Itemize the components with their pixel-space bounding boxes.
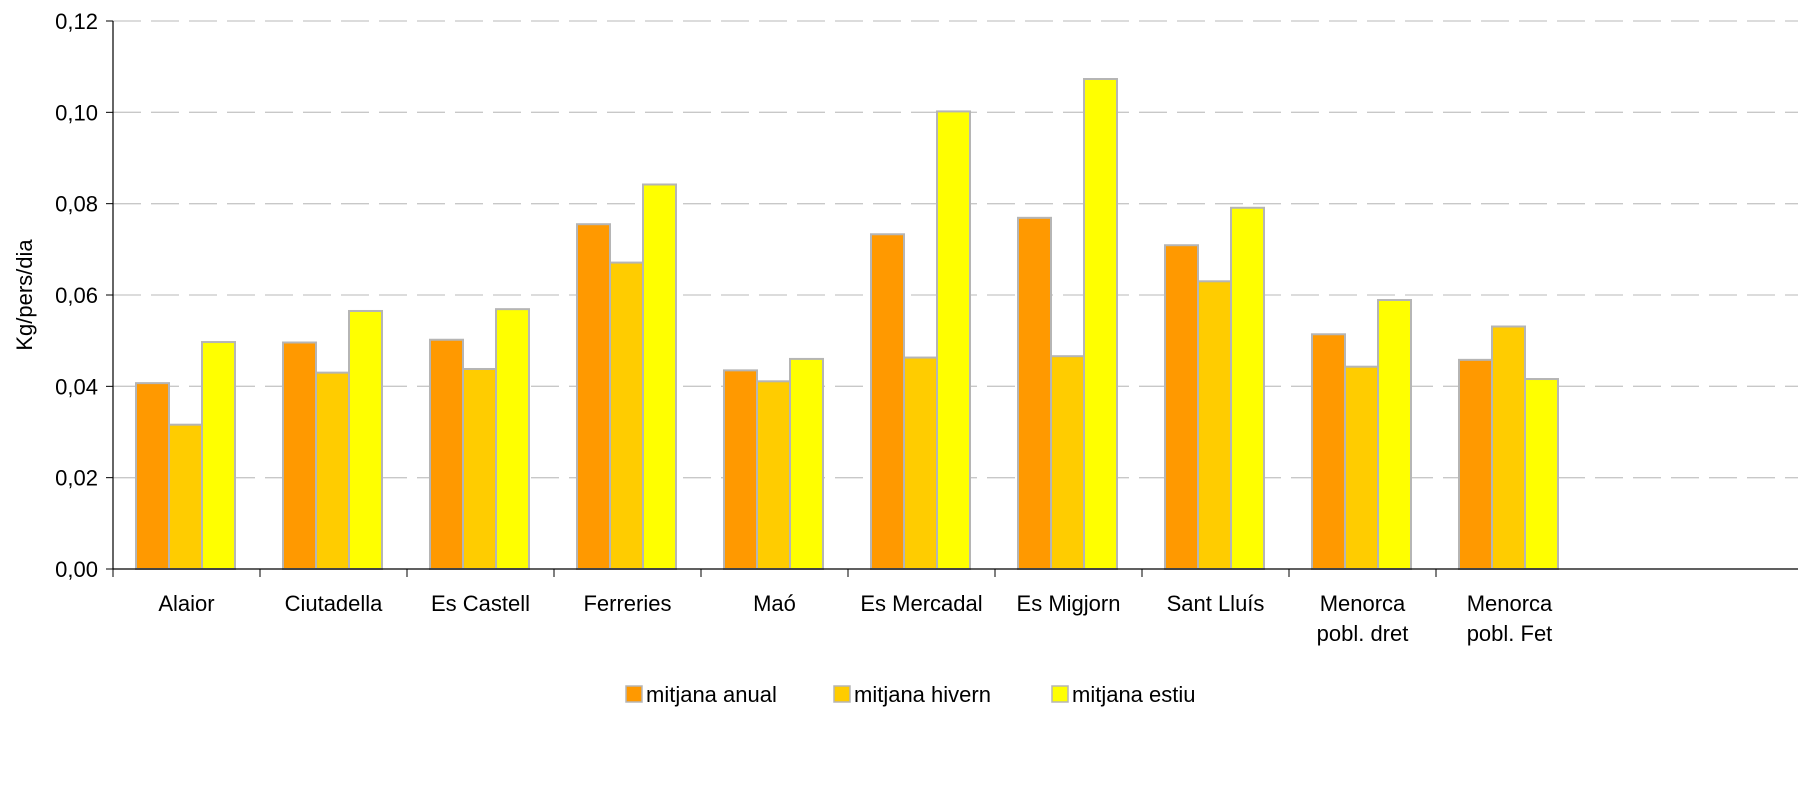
- x-tick-label: Alaior: [158, 591, 214, 616]
- y-tick-label: 0,10: [55, 100, 98, 125]
- legend: mitjana anual mitjana hivern mitjana estiu: [625, 682, 1196, 707]
- x-tick-label: Maó: [753, 591, 796, 616]
- y-tick-label: 0,02: [55, 466, 98, 491]
- x-tick-label: Ciutadella: [285, 591, 384, 616]
- x-tick-label: pobl. dret: [1317, 621, 1409, 646]
- bar-mitjana-estiu: [1083, 77, 1118, 570]
- bar-mitjana-estiu: [1524, 378, 1559, 570]
- x-tick-label: Es Migjorn: [1017, 591, 1121, 616]
- x-tick-label: pobl. Fet: [1467, 621, 1553, 646]
- bar-mitjana-hivern: [1344, 365, 1379, 570]
- bar-mitjana-hivern: [315, 371, 350, 570]
- bar-mitjana-anual: [870, 233, 905, 570]
- bar-mitjana-estiu: [201, 341, 236, 570]
- y-tick-label: 0,12: [55, 9, 98, 34]
- bar-mitjana-hivern: [1491, 325, 1526, 571]
- legend-label: mitjana estiu: [1072, 682, 1196, 707]
- bar-mitjana-estiu: [495, 308, 530, 570]
- bar-mitjana-hivern: [168, 423, 203, 570]
- bars: [135, 77, 1559, 571]
- bar-mitjana-estiu: [936, 110, 971, 570]
- x-tick-label: Ferreries: [583, 591, 671, 616]
- bar-mitjana-anual: [1164, 244, 1199, 570]
- y-axis-label: Kg/pers/dia: [12, 239, 37, 351]
- bar-mitjana-anual: [1458, 358, 1493, 571]
- bar-mitjana-hivern: [903, 356, 938, 570]
- x-tick-label: Menorca: [1467, 591, 1553, 616]
- bar-mitjana-anual: [1017, 216, 1052, 570]
- y-tick-labels: 0,00 0,02 0,04 0,06 0,08 0,10 0,12: [55, 9, 98, 582]
- x-tick-label: Es Mercadal: [860, 591, 982, 616]
- bar-mitjana-anual: [282, 341, 317, 571]
- y-tick-label: 0,04: [55, 374, 98, 399]
- bar-mitjana-estiu: [348, 309, 383, 570]
- x-tick-label: Es Castell: [431, 591, 530, 616]
- y-tick-label: 0,06: [55, 283, 98, 308]
- bar-mitjana-anual: [576, 223, 611, 570]
- bar-mitjana-estiu: [642, 183, 677, 570]
- x-tick-label: Sant Lluís: [1167, 591, 1265, 616]
- bar-mitjana-estiu: [789, 357, 824, 570]
- bar-mitjana-anual: [1311, 333, 1346, 571]
- bar-mitjana-anual: [429, 338, 464, 570]
- legend-swatch: [625, 685, 643, 703]
- y-tick-label: 0,00: [55, 557, 98, 582]
- x-tick-labels: Alaior Ciutadella Es Castell Ferreries Maó Es…: [158, 591, 1553, 646]
- legend-label: mitjana hivern: [854, 682, 991, 707]
- x-tick-label: Menorca: [1320, 591, 1406, 616]
- bar-mitjana-estiu: [1377, 299, 1412, 570]
- y-tick-label: 0,08: [55, 192, 98, 217]
- bar-mitjana-hivern: [756, 380, 791, 570]
- bar-mitjana-anual: [135, 382, 170, 570]
- bar-mitjana-hivern: [609, 261, 644, 570]
- legend-swatch: [833, 685, 851, 703]
- axes: [106, 20, 1798, 577]
- bar-mitjana-hivern: [1197, 280, 1232, 570]
- bar-mitjana-anual: [723, 369, 758, 570]
- legend-swatch: [1051, 685, 1069, 703]
- bar-mitjana-hivern: [462, 367, 497, 571]
- bar-mitjana-hivern: [1050, 355, 1085, 570]
- legend-label: mitjana anual: [646, 682, 777, 707]
- bar-mitjana-estiu: [1230, 206, 1265, 570]
